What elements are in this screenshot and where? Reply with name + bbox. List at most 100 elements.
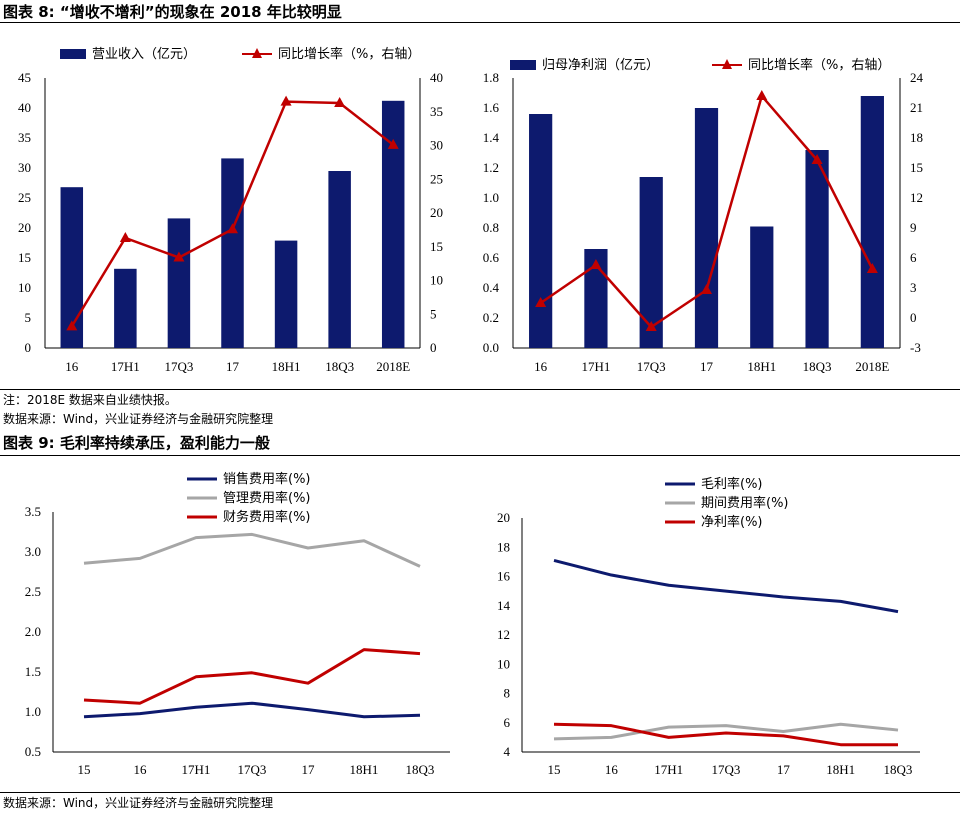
growth-marker — [756, 90, 768, 100]
x-tick-label: 18H1 — [826, 762, 855, 777]
bar — [750, 226, 774, 348]
y-tick-label-right: 18 — [910, 130, 923, 145]
bar — [805, 150, 829, 348]
growth-marker — [173, 251, 185, 262]
x-tick-label: 18H1 — [747, 359, 776, 374]
legend-marker — [722, 59, 732, 69]
y-tick-label-right: 15 — [910, 160, 923, 175]
growth-marker — [334, 96, 346, 107]
legend-label: 毛利率(%) — [701, 476, 763, 492]
y-tick-label-right: 25 — [430, 171, 443, 186]
legend-label: 同比增长率（%，右轴） — [278, 46, 420, 62]
y-tick-label-left: 20 — [18, 220, 31, 235]
bar — [167, 218, 191, 348]
y-tick-label-left: 0.6 — [483, 250, 500, 265]
y-tick-label: 14 — [497, 598, 511, 613]
y-tick-label-right: 6 — [910, 250, 917, 265]
x-tick-label: 17Q3 — [164, 359, 193, 374]
x-tick-label: 17Q3 — [637, 359, 666, 374]
figure-8-top-rule — [0, 22, 960, 23]
x-tick-label: 17H1 — [654, 762, 683, 777]
y-tick-label: 2.5 — [25, 584, 41, 599]
series-line — [83, 701, 421, 719]
growth-marker — [866, 263, 878, 273]
bar — [584, 249, 608, 348]
y-tick-label: 18 — [497, 539, 510, 554]
y-tick-label: 12 — [497, 627, 510, 642]
growth-marker — [66, 320, 78, 331]
y-tick-label-left: 0.2 — [483, 310, 499, 325]
x-tick-label: 18H1 — [272, 359, 301, 374]
series-line — [83, 532, 421, 568]
bar — [529, 114, 553, 348]
x-tick-label: 17H1 — [581, 359, 610, 374]
x-tick-label: 18H1 — [350, 762, 379, 777]
y-tick-label-right: 15 — [430, 239, 443, 254]
y-tick-label-left: 0.0 — [483, 340, 499, 355]
y-tick-label-right: 40 — [430, 70, 443, 85]
x-tick-label: 15 — [548, 762, 561, 777]
y-tick-label-right: 24 — [910, 70, 924, 85]
y-tick-label-left: 40 — [18, 100, 31, 115]
x-tick-label: 18Q3 — [325, 359, 354, 374]
bar — [639, 177, 663, 348]
figure-8-source: 数据来源：Wind，兴业证券经济与金融研究院整理 — [3, 412, 274, 426]
y-tick-label-right: 3 — [910, 280, 917, 295]
legend-label: 财务费用率(%) — [223, 509, 311, 525]
y-tick-label: 10 — [497, 656, 510, 671]
x-tick-label: 15 — [78, 762, 91, 777]
x-tick-label: 17H1 — [182, 762, 211, 777]
legend-label: 营业收入（亿元） — [92, 47, 196, 62]
x-tick-label: 16 — [134, 762, 148, 777]
growth-marker — [701, 284, 712, 294]
legend-label: 同比增长率（%，右轴） — [748, 57, 890, 73]
y-tick-label-left: 15 — [18, 250, 31, 265]
growth-marker — [119, 231, 131, 242]
y-tick-label-left: 1.6 — [483, 100, 500, 115]
x-tick-label: 17H1 — [111, 359, 140, 374]
y-tick-label-right: -3 — [910, 340, 921, 355]
y-tick-label-left: 1.8 — [483, 70, 499, 85]
y-tick-label-left: 25 — [18, 190, 31, 205]
y-tick-label: 4 — [504, 744, 511, 759]
growth-marker — [227, 223, 238, 234]
y-tick-label-left: 1.0 — [483, 190, 499, 205]
y-tick-label: 2.0 — [25, 624, 41, 639]
y-tick-label: 1.5 — [25, 664, 41, 679]
x-tick-label: 17 — [700, 359, 714, 374]
y-tick-label: 20 — [497, 510, 510, 525]
x-tick-label: 16 — [534, 359, 548, 374]
figure-8-title: 图表 8: “增收不增利”的现象在 2018 年比较明显 — [3, 3, 342, 21]
y-tick-label: 1.0 — [25, 704, 41, 719]
y-tick-label-right: 5 — [430, 306, 437, 321]
bar — [328, 171, 351, 348]
y-tick-label: 6 — [504, 715, 511, 730]
figure-8-note: 注：2018E 数据来自业绩快报。 — [3, 393, 177, 407]
y-tick-label: 0.5 — [25, 744, 41, 759]
legend-label: 管理费用率(%) — [223, 490, 311, 506]
bar — [221, 158, 244, 348]
series-line — [553, 558, 899, 614]
figure-9-source: 数据来源：Wind，兴业证券经济与金融研究院整理 — [3, 796, 274, 810]
legend-label: 净利率(%) — [701, 514, 763, 530]
x-tick-label: 17 — [226, 359, 240, 374]
bar — [860, 96, 884, 348]
y-tick-label-right: 9 — [910, 220, 917, 235]
figure-9-top-rule — [0, 455, 960, 456]
bar — [274, 240, 298, 348]
y-tick-label-left: 35 — [18, 130, 31, 145]
series-line — [553, 722, 899, 741]
legend-bar-swatch — [510, 60, 536, 70]
bar — [114, 268, 137, 348]
bar — [694, 108, 719, 348]
x-tick-label: 2018E — [855, 359, 889, 374]
y-tick-label-left: 0.8 — [483, 220, 499, 235]
growth-marker — [535, 297, 547, 307]
y-tick-label-left: 5 — [25, 310, 32, 325]
legend-label: 归母净利润（亿元） — [542, 58, 659, 73]
y-tick-label-left: 30 — [18, 160, 31, 175]
growth-marker — [590, 259, 602, 269]
legend-bar-swatch — [60, 49, 86, 59]
x-tick-label: 18Q3 — [406, 762, 435, 777]
growth-marker — [280, 95, 292, 106]
